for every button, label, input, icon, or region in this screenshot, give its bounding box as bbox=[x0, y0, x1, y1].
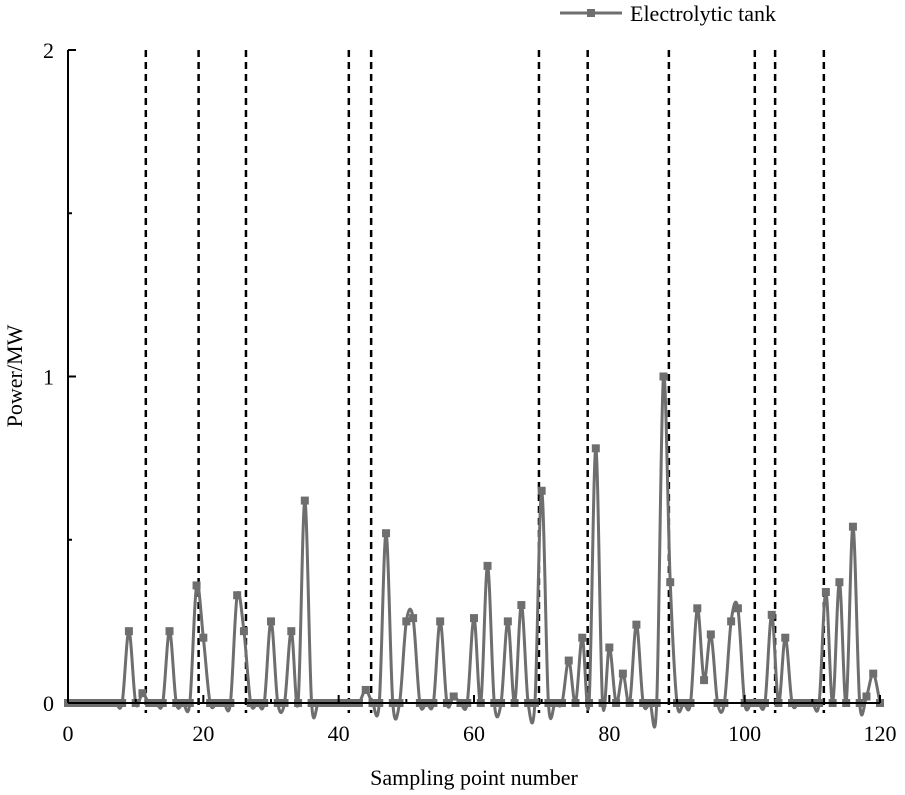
data-point bbox=[239, 627, 248, 636]
data-point bbox=[781, 633, 790, 642]
x-tick-label: 60 bbox=[463, 721, 485, 746]
legend-marker-sample bbox=[587, 9, 595, 17]
data-point bbox=[267, 617, 275, 626]
y-tick-label: 2 bbox=[43, 38, 54, 63]
data-point bbox=[192, 581, 201, 590]
data-point bbox=[659, 372, 668, 381]
data-point bbox=[287, 627, 296, 636]
data-point bbox=[706, 630, 715, 639]
data-point bbox=[666, 578, 675, 587]
data-point bbox=[848, 522, 857, 531]
data-point bbox=[503, 617, 512, 626]
x-tick-label: 100 bbox=[728, 721, 761, 746]
data-point bbox=[233, 591, 242, 600]
x-tick-label: 80 bbox=[598, 721, 620, 746]
x-tick-label: 20 bbox=[192, 721, 214, 746]
series-group bbox=[64, 372, 884, 729]
data-point bbox=[591, 444, 600, 453]
data-point bbox=[578, 633, 587, 642]
x-axis-title: Sampling point number bbox=[370, 765, 578, 790]
data-point bbox=[300, 496, 309, 505]
data-point bbox=[483, 561, 492, 570]
data-point bbox=[835, 578, 844, 587]
data-point bbox=[124, 627, 133, 636]
data-point bbox=[382, 529, 391, 538]
data-point bbox=[693, 604, 702, 613]
axes bbox=[67, 50, 880, 704]
data-point bbox=[605, 643, 614, 652]
legend: Electrolytic tank bbox=[560, 1, 776, 26]
y-axis-title: Power/MW bbox=[2, 324, 27, 427]
data-point bbox=[862, 692, 871, 701]
data-point bbox=[869, 669, 878, 678]
data-point bbox=[727, 617, 736, 626]
data-point bbox=[618, 669, 627, 678]
data-point bbox=[470, 614, 478, 623]
tick-marks bbox=[67, 49, 881, 704]
data-point bbox=[402, 617, 411, 626]
data-point bbox=[821, 587, 830, 596]
vertical-dashed-lines bbox=[144, 50, 826, 713]
data-point bbox=[700, 676, 709, 685]
data-point bbox=[165, 627, 174, 636]
data-point bbox=[733, 604, 742, 613]
data-point bbox=[517, 601, 526, 610]
data-point bbox=[449, 692, 458, 701]
data-point bbox=[138, 689, 147, 698]
data-point bbox=[436, 617, 445, 626]
data-point bbox=[632, 620, 641, 629]
y-tick-label: 0 bbox=[43, 691, 54, 716]
tick-labels: 0 20 40 60 80 100 120 0 1 2 bbox=[43, 38, 897, 746]
data-point bbox=[564, 656, 573, 665]
y-tick-label: 1 bbox=[43, 365, 54, 390]
x-tick-label: 40 bbox=[328, 721, 350, 746]
legend-label: Electrolytic tank bbox=[630, 1, 776, 26]
data-point bbox=[361, 685, 370, 694]
series-line bbox=[68, 373, 882, 729]
data-point bbox=[199, 633, 208, 642]
x-tick-label: 120 bbox=[864, 721, 897, 746]
data-point bbox=[767, 610, 776, 619]
data-point bbox=[537, 486, 546, 495]
data-point bbox=[409, 614, 418, 623]
x-tick-label: 0 bbox=[63, 721, 74, 746]
